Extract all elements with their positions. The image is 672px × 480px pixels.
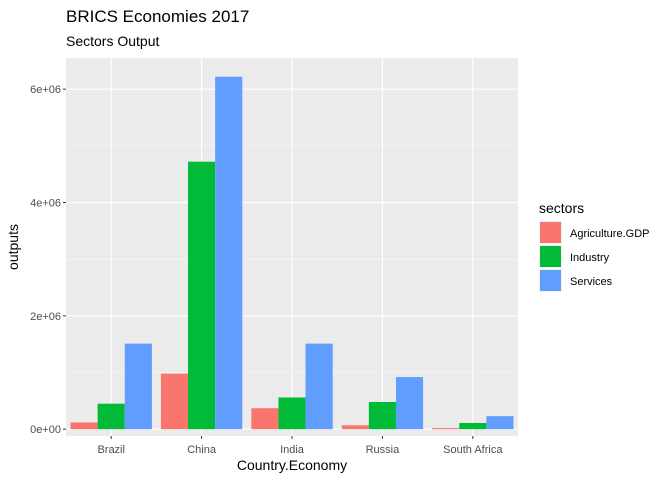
y-tick-label: 2e+06 xyxy=(30,311,61,323)
legend-swatch xyxy=(540,222,561,243)
x-tick-label: South Africa xyxy=(443,444,503,456)
y-axis: 0e+00 2e+06 4e+06 6e+06 xyxy=(30,84,66,436)
bar-industry xyxy=(97,403,125,430)
x-tick-label: India xyxy=(280,444,305,456)
bar-agriculture-gdp xyxy=(160,373,189,430)
chart-subtitle: Sectors Output xyxy=(66,33,159,49)
x-tick-label: China xyxy=(187,444,217,456)
bar-services xyxy=(124,343,152,430)
legend-swatch xyxy=(540,270,561,291)
bar-services xyxy=(305,343,333,430)
bars xyxy=(70,76,514,430)
bar-services xyxy=(215,76,243,430)
x-tick-label: Russia xyxy=(366,444,401,456)
x-tick-label: Brazil xyxy=(97,444,125,456)
bar-industry xyxy=(188,161,216,430)
bar-industry xyxy=(368,401,396,430)
bar-industry xyxy=(459,422,487,430)
bar-industry xyxy=(278,397,306,430)
x-axis-title: Country.Economy xyxy=(237,457,347,473)
grid-lines xyxy=(66,58,518,436)
legend: sectors Agriculture.GDP Industry Services xyxy=(539,200,649,292)
legend-swatch xyxy=(540,246,561,267)
bar-agriculture-gdp xyxy=(341,425,369,430)
x-axis: Brazil China India Russia South Africa xyxy=(97,436,503,456)
y-tick-label: 4e+06 xyxy=(30,198,61,210)
bar-agriculture-gdp xyxy=(70,422,98,430)
legend-label: Agriculture.GDP xyxy=(570,228,649,240)
chart-title: BRICS Economies 2017 xyxy=(66,7,249,26)
legend-label: Industry xyxy=(570,252,610,264)
y-tick-label: 6e+06 xyxy=(30,84,61,96)
bar-services xyxy=(486,416,514,430)
legend-title: sectors xyxy=(539,200,584,216)
bar-services xyxy=(395,377,424,430)
bar-agriculture-gdp xyxy=(251,408,279,430)
bar-agriculture-gdp xyxy=(432,428,460,430)
y-tick-label: 0e+00 xyxy=(30,424,61,436)
y-axis-title: outputs xyxy=(5,224,21,270)
legend-label: Services xyxy=(570,276,613,288)
